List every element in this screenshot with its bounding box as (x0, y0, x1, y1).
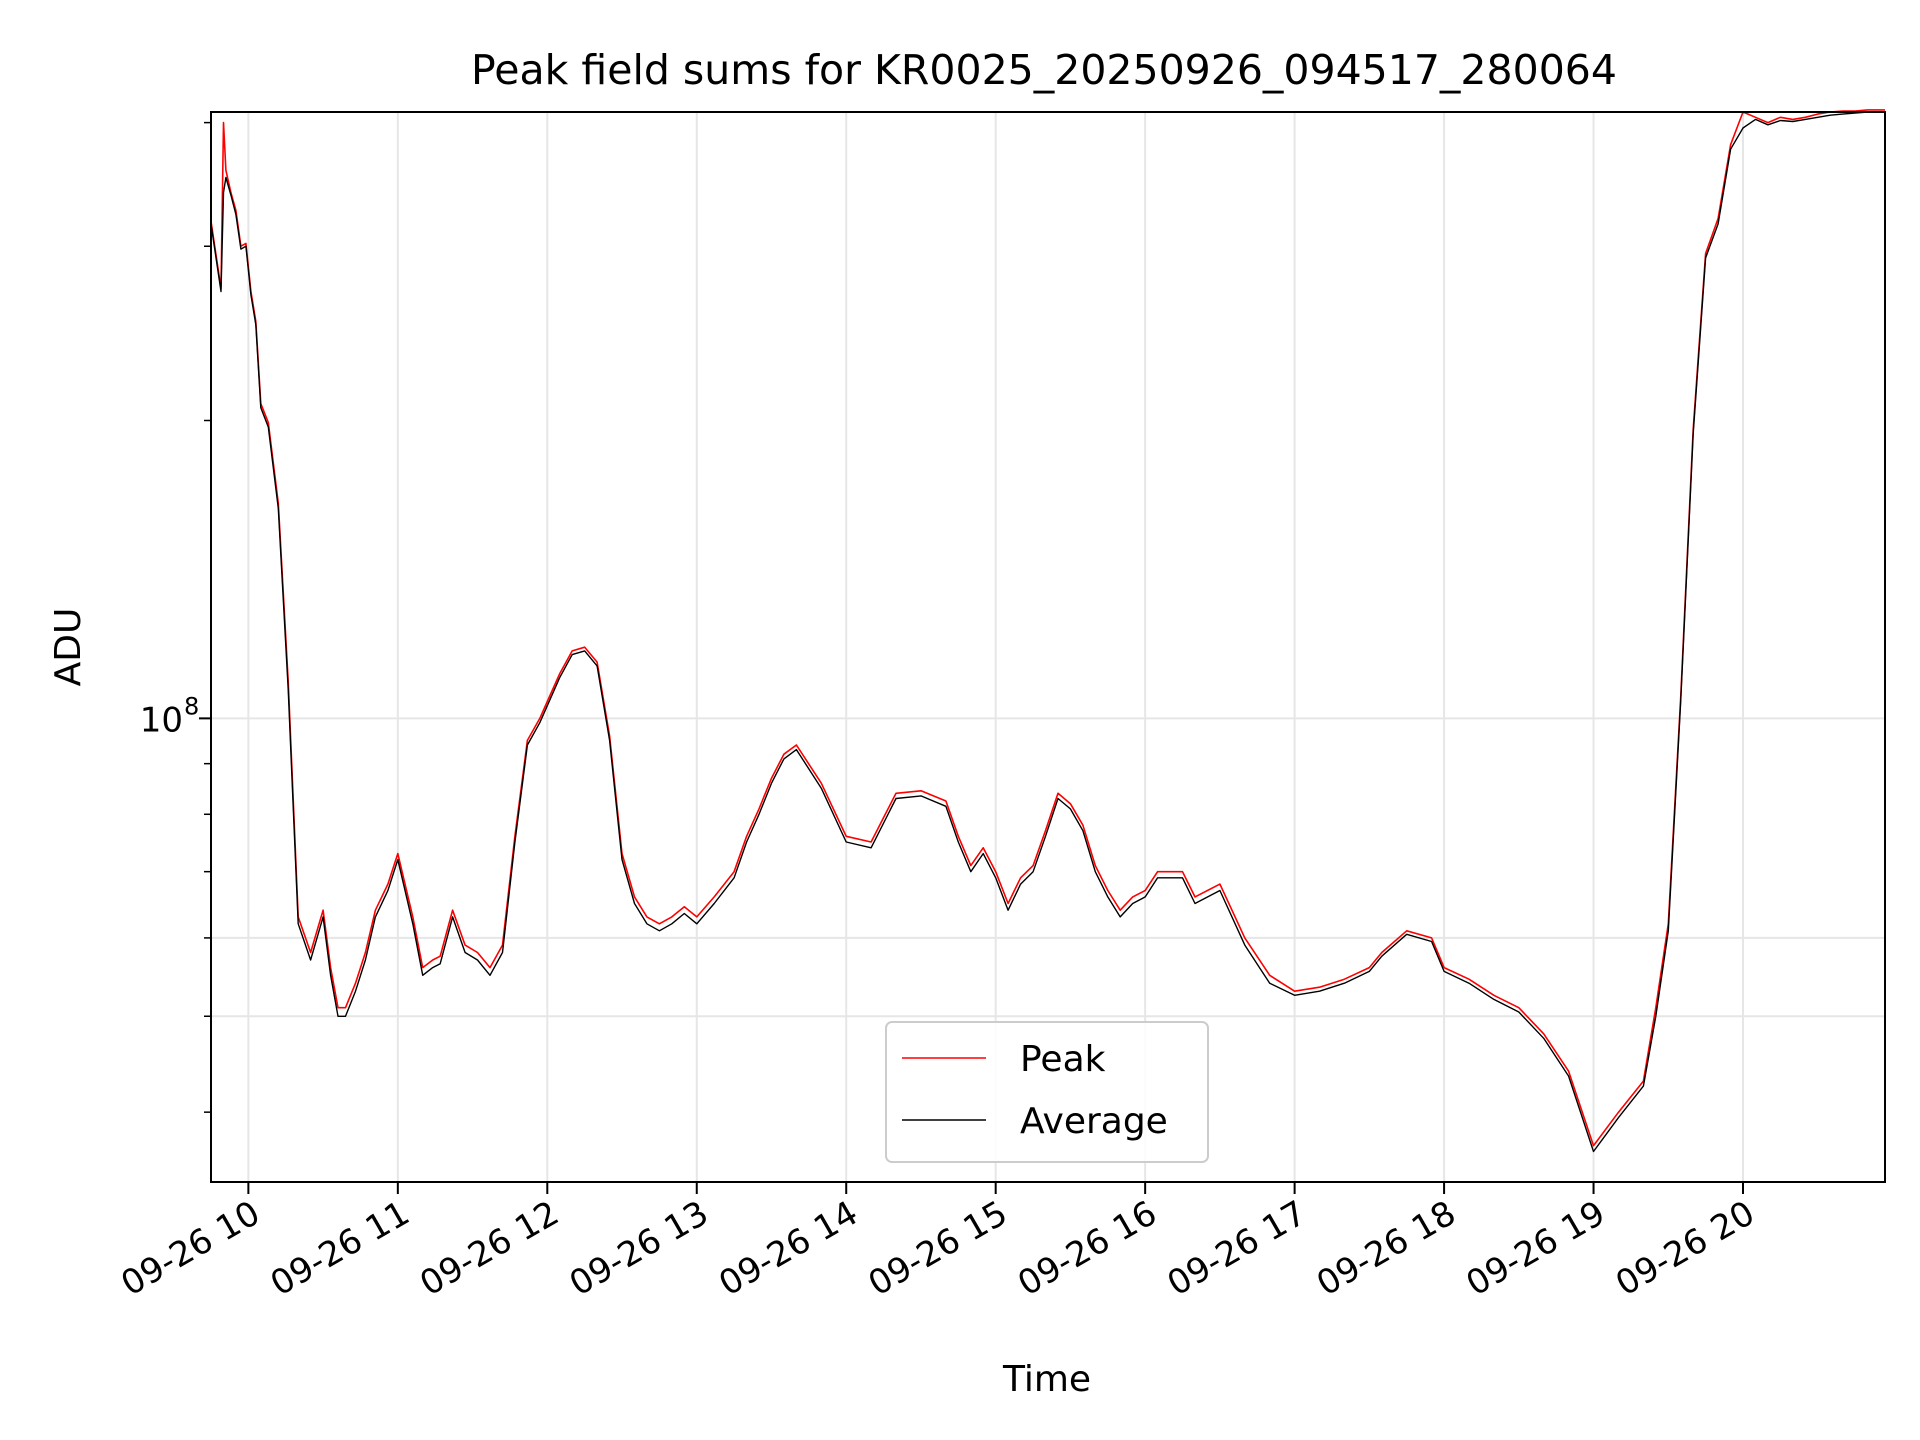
y-tick-exponent: 8 (184, 692, 199, 720)
grid (211, 112, 1885, 1182)
legend-peak-label: Peak (1020, 1039, 1106, 1080)
chart-title: Peak field sums for KR0025_20250926_0945… (471, 46, 1617, 94)
x-axis-label: Time (1002, 1359, 1091, 1400)
series-lines (210, 109, 1885, 1153)
legend-average-label: Average (1020, 1101, 1168, 1142)
plot-frame (210, 111, 1886, 1183)
series-line-average (210, 111, 1885, 1153)
y-tick-label: 10 (140, 700, 183, 740)
y-axis: 10 8 (140, 121, 211, 1113)
legend: Peak Average (885, 1021, 1209, 1163)
y-axis-label: ADU (48, 608, 89, 687)
legend-box (885, 1021, 1209, 1163)
series-line-peak (210, 109, 1885, 1147)
